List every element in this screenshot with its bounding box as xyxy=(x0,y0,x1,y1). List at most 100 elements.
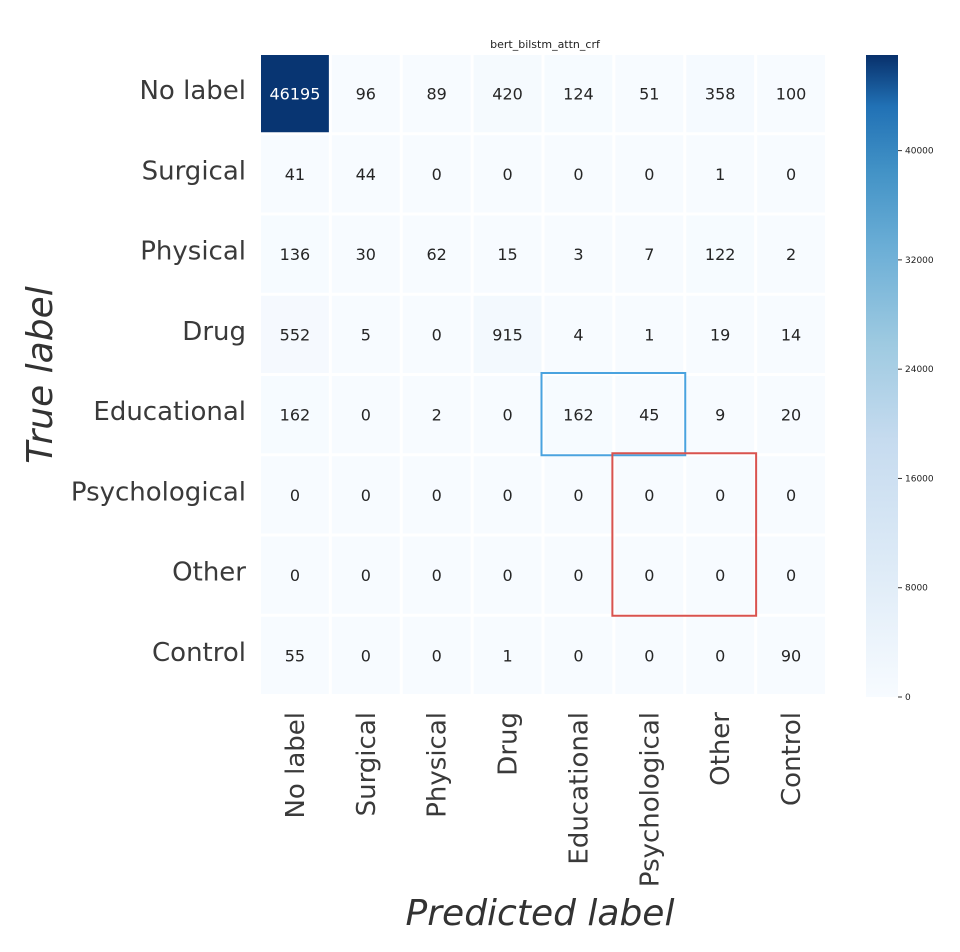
column-label-1: Surgical xyxy=(352,712,382,816)
cell-value-7-4: 0 xyxy=(573,646,583,665)
cell-value-1-7: 0 xyxy=(786,165,796,184)
heatmap-cell-5-6 xyxy=(686,456,755,534)
heatmap-cell-2-2 xyxy=(402,215,471,293)
heatmap-cell-5-1 xyxy=(331,456,400,534)
heatmap-cell-5-3 xyxy=(473,456,542,534)
heatmap-cell-1-2 xyxy=(402,135,471,213)
heatmap-cell-3-7 xyxy=(757,295,825,373)
heatmap-cell-2-3 xyxy=(473,215,542,293)
colorbar xyxy=(866,55,898,697)
cell-value-3-2: 0 xyxy=(432,325,442,344)
cell-value-1-4: 0 xyxy=(573,165,583,184)
heatmap-cell-5-0 xyxy=(261,456,329,534)
column-label-6: Other xyxy=(706,712,736,786)
cell-value-7-1: 0 xyxy=(361,646,371,665)
heatmap-cell-2-5 xyxy=(615,215,684,293)
cell-value-0-5: 51 xyxy=(639,85,659,104)
y-axis-title: True label xyxy=(20,286,61,463)
heatmap-cell-6-5 xyxy=(615,536,684,614)
colorbar-tick-label-2: 16000 xyxy=(905,474,934,484)
heatmap-cell-0-3 xyxy=(473,55,542,133)
column-label-0: No label xyxy=(281,712,311,819)
cell-value-4-0: 162 xyxy=(280,406,311,425)
heatmap-cell-0-4 xyxy=(544,55,613,133)
heatmap-cell-7-6 xyxy=(686,616,755,694)
heatmap-cell-3-1 xyxy=(331,295,400,373)
cell-value-2-2: 62 xyxy=(427,245,447,264)
cell-value-1-3: 0 xyxy=(502,165,512,184)
heatmap-cell-6-0 xyxy=(261,536,329,614)
cell-value-6-2: 0 xyxy=(432,566,442,585)
heatmap-cell-2-0 xyxy=(261,215,329,293)
heatmap-cell-7-0 xyxy=(261,616,329,694)
heatmap-cell-4-3 xyxy=(473,376,542,454)
cell-value-1-2: 0 xyxy=(432,165,442,184)
cell-value-7-3: 1 xyxy=(502,646,512,665)
cell-value-7-7: 90 xyxy=(781,646,801,665)
colorbar-tick-label-0: 0 xyxy=(905,693,911,703)
cell-value-0-6: 358 xyxy=(705,85,736,104)
cell-value-6-4: 0 xyxy=(573,566,583,585)
column-label-4: Educational xyxy=(564,712,594,865)
cell-value-7-5: 0 xyxy=(644,646,654,665)
heatmap-cell-4-4 xyxy=(544,376,613,454)
cell-value-3-6: 19 xyxy=(710,325,730,344)
row-label-1: Surgical xyxy=(142,156,246,186)
heatmap-cell-7-1 xyxy=(331,616,400,694)
cell-value-2-0: 136 xyxy=(280,245,311,264)
colorbar-tick-label-1: 8000 xyxy=(905,584,928,594)
cell-value-1-5: 0 xyxy=(644,165,654,184)
heatmap-cell-4-1 xyxy=(331,376,400,454)
cell-value-6-1: 0 xyxy=(361,566,371,585)
heatmap-cell-5-7 xyxy=(757,456,825,534)
cell-value-4-2: 2 xyxy=(432,406,442,425)
row-label-0: No label xyxy=(139,76,246,106)
cell-value-2-3: 15 xyxy=(497,245,517,264)
column-label-7: Control xyxy=(777,712,807,806)
cell-value-0-0: 46195 xyxy=(269,85,320,104)
heatmap-cell-1-6 xyxy=(686,135,755,213)
row-label-7: Control xyxy=(152,638,246,668)
heatmap-cell-3-6 xyxy=(686,295,755,373)
cell-value-5-7: 0 xyxy=(786,486,796,505)
cell-value-5-0: 0 xyxy=(290,486,300,505)
cell-value-1-6: 1 xyxy=(715,165,725,184)
heatmap-cell-1-1 xyxy=(331,135,400,213)
heatmap-cell-6-7 xyxy=(757,536,825,614)
colorbar-tick-label-3: 24000 xyxy=(905,365,934,375)
heatmap-cell-4-6 xyxy=(686,376,755,454)
cell-value-3-0: 552 xyxy=(280,325,311,344)
row-label-3: Drug xyxy=(182,317,246,347)
heatmap-cell-7-5 xyxy=(615,616,684,694)
heatmap-cell-0-1 xyxy=(331,55,400,133)
cell-value-6-7: 0 xyxy=(786,566,796,585)
cell-value-5-5: 0 xyxy=(644,486,654,505)
cell-value-0-7: 100 xyxy=(776,85,807,104)
cell-value-1-0: 41 xyxy=(285,165,305,184)
cell-value-7-6: 0 xyxy=(715,646,725,665)
cell-value-6-5: 0 xyxy=(644,566,654,585)
column-label-5: Psychological xyxy=(635,712,665,887)
heatmap-cell-2-4 xyxy=(544,215,613,293)
cell-value-4-6: 9 xyxy=(715,406,725,425)
row-label-5: Psychological xyxy=(71,477,246,507)
cell-value-5-6: 0 xyxy=(715,486,725,505)
heatmap-cell-4-5 xyxy=(615,376,684,454)
heatmap-cell-2-6 xyxy=(686,215,755,293)
highlight-annotations xyxy=(540,372,758,617)
cell-value-3-1: 5 xyxy=(361,325,371,344)
cell-value-4-7: 20 xyxy=(781,406,801,425)
row-label-4: Educational xyxy=(93,397,246,427)
cell-value-2-6: 122 xyxy=(705,245,736,264)
heatmap-cell-3-2 xyxy=(402,295,471,373)
colorbar-tick-label-5: 40000 xyxy=(905,147,934,157)
row-label-2: Physical xyxy=(140,237,246,267)
heatmap-cell-2-7 xyxy=(757,215,825,293)
cell-value-6-6: 0 xyxy=(715,566,725,585)
column-label-3: Drug xyxy=(494,712,524,776)
heatmap-cell-7-3 xyxy=(473,616,542,694)
heatmap-cell-0-2 xyxy=(402,55,471,133)
heatmap-cell-6-4 xyxy=(544,536,613,614)
